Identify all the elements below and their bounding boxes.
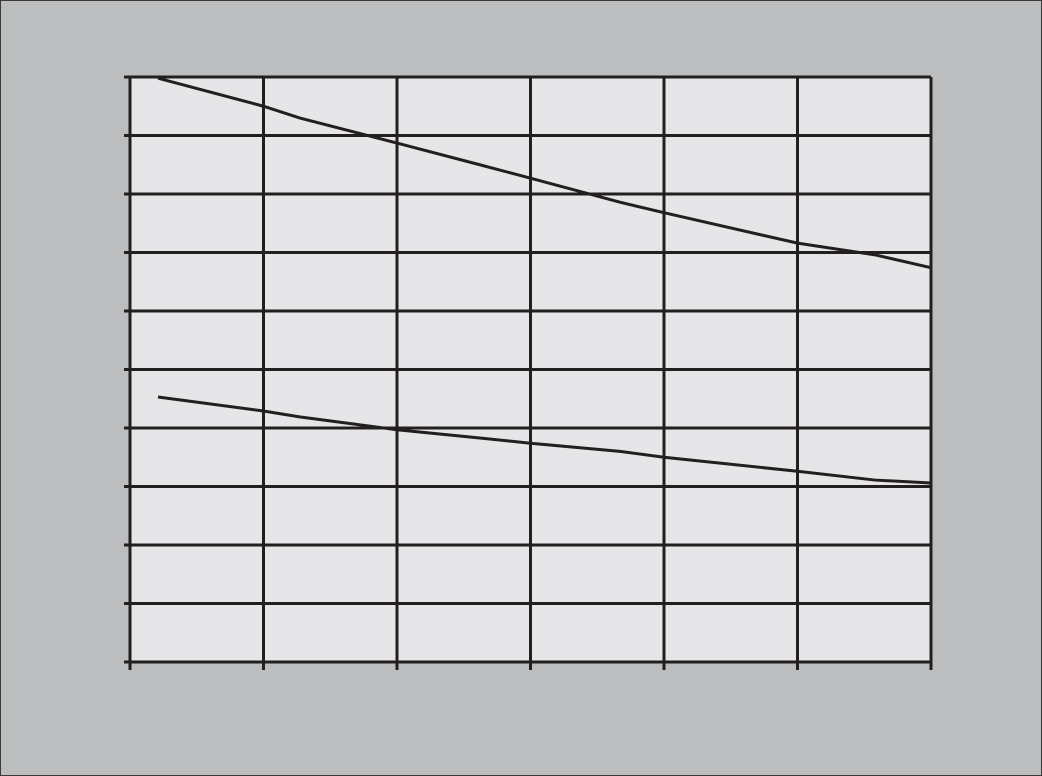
data-line [157,76,932,270]
data-line [157,395,932,485]
